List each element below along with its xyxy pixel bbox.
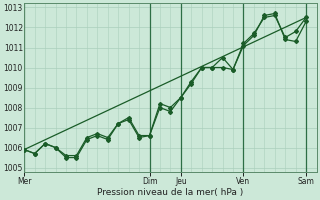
X-axis label: Pression niveau de la mer( hPa ): Pression niveau de la mer( hPa ) — [97, 188, 244, 197]
